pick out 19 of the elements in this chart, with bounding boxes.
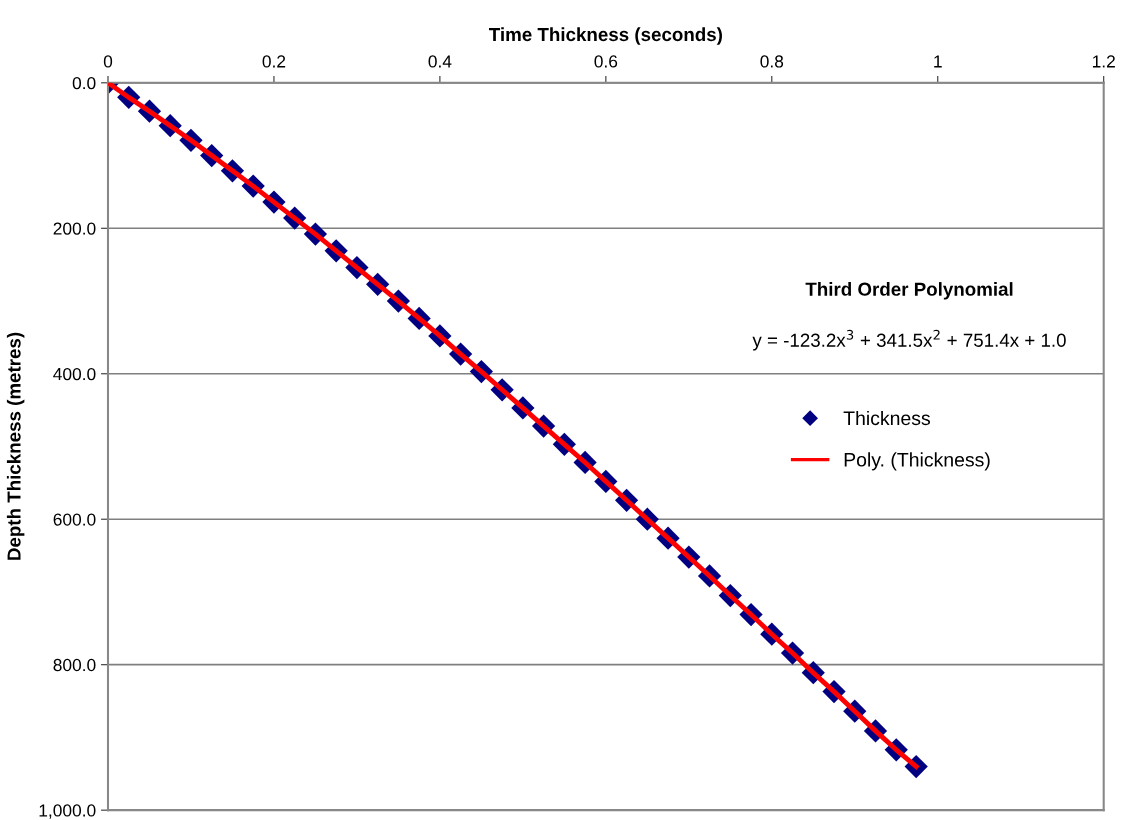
annotation: y = -123.2x$^{3}$ + 341.5x$^{2}$ + 751.4x + 1.0 xyxy=(752,329,1066,351)
x-tick-label: 0.6 xyxy=(594,55,618,68)
x-tick-label: 1.2 xyxy=(1092,55,1115,68)
y-tick-label: 200.0 xyxy=(53,222,96,235)
x-axis-title: Time Thickness (seconds) xyxy=(489,27,722,45)
y-axis-title: Depth Thickness (metres) xyxy=(6,332,25,560)
y-tick-label: 600.0 xyxy=(53,513,96,526)
x-tick-label: 0.8 xyxy=(760,55,784,68)
legend-label: Thickness xyxy=(843,410,930,426)
x-tick-label: 1 xyxy=(934,55,942,68)
x-tick-label: 0 xyxy=(103,55,113,68)
y-tick-label: 0.0 xyxy=(72,76,96,90)
x-tick-label: 0.2 xyxy=(262,55,286,68)
y-tick-label: 1,000.0 xyxy=(39,804,96,819)
x-tick-label: 0.4 xyxy=(428,55,452,68)
legend-label: Poly. (Thickness) xyxy=(844,452,990,471)
y-tick-label: 400.0 xyxy=(53,367,96,381)
annotation: Third Order Polynomial xyxy=(805,282,1013,300)
y-tick-label: 800.0 xyxy=(53,658,96,672)
